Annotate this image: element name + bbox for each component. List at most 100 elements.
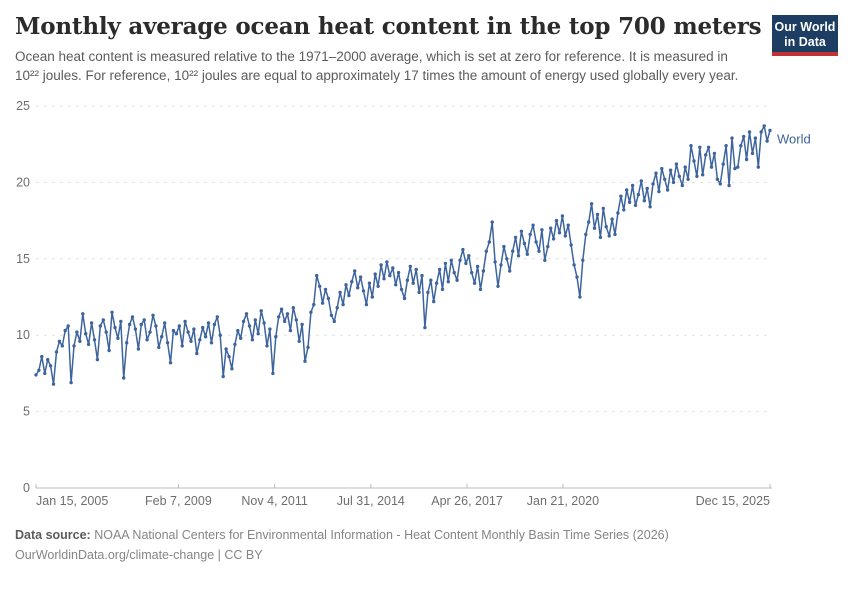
data-point-marker — [402, 296, 407, 301]
data-point-marker — [505, 256, 509, 261]
data-point-marker — [636, 192, 641, 197]
data-point-marker — [475, 264, 480, 268]
y-axis-tick-label: 25 — [16, 99, 30, 113]
data-point-marker — [730, 136, 734, 140]
data-point-marker — [151, 313, 155, 317]
data-point-marker — [534, 240, 538, 244]
data-point-marker — [575, 275, 579, 279]
world-series-line[interactable] — [35, 125, 771, 385]
data-point-marker — [531, 223, 535, 227]
data-point-marker — [689, 143, 693, 148]
line-chart-svg[interactable]: 0 5 10 15 20 25 Jan 15, 2005 Feb 7, 2009 Nov 4, … — [0, 93, 850, 523]
data-point-marker — [584, 232, 588, 236]
x-axis-tick-label: Dec 15, 2025 — [696, 494, 770, 508]
x-axis-tick-label: Jul 31, 2014 — [337, 494, 405, 508]
data-point-marker — [744, 157, 749, 162]
data-point-marker — [40, 354, 44, 359]
data-point-marker — [92, 337, 97, 342]
data-point-marker — [154, 324, 158, 328]
data-point-marker — [294, 318, 298, 322]
data-point-marker — [557, 230, 562, 235]
data-point-marker — [563, 234, 567, 238]
data-point-marker — [34, 373, 38, 377]
data-point-marker — [528, 232, 532, 236]
data-point-marker — [125, 340, 129, 345]
data-point-marker — [329, 313, 334, 317]
data-point-marker — [186, 330, 190, 334]
data-point-marker — [46, 357, 50, 362]
data-point-marker — [742, 134, 746, 139]
data-point-marker — [215, 315, 219, 319]
series-label-world[interactable]: World — [777, 131, 811, 146]
data-point-marker — [762, 124, 766, 128]
data-point-marker — [592, 226, 597, 230]
data-point-marker — [496, 284, 500, 288]
chart-header: Monthly average ocean heat content in th… — [0, 0, 850, 85]
data-point-marker — [619, 194, 623, 198]
data-point-marker — [274, 334, 278, 339]
owid-url-link[interactable]: OurWorldinData.org/climate-change — [15, 547, 215, 562]
data-point-marker — [525, 252, 529, 256]
data-point-marker — [546, 244, 550, 249]
data-point-marker — [388, 273, 392, 278]
data-point-marker — [356, 285, 360, 290]
data-point-marker — [765, 139, 769, 143]
data-point-marker — [279, 307, 284, 311]
data-point-marker — [86, 342, 91, 346]
data-point-marker — [423, 325, 427, 330]
data-point-marker — [78, 339, 82, 343]
data-point-marker — [461, 247, 465, 252]
data-point-marker — [464, 261, 468, 265]
data-point-marker — [98, 324, 103, 328]
datasource-label: Data source: — [15, 527, 91, 542]
data-point-marker — [69, 380, 73, 385]
data-point-marker — [224, 347, 228, 351]
data-point-marker — [373, 272, 377, 276]
data-point-marker — [622, 208, 626, 212]
data-point-marker — [627, 200, 632, 204]
data-point-marker — [405, 278, 410, 282]
data-point-marker — [458, 258, 462, 262]
data-point-marker — [426, 290, 430, 294]
data-point-marker — [81, 311, 85, 316]
data-point-marker — [60, 344, 64, 348]
x-axis-tick-label: Jan 15, 2005 — [36, 494, 108, 508]
data-point-marker — [759, 130, 763, 134]
data-point-marker — [736, 165, 740, 169]
data-point-marker — [382, 276, 386, 281]
data-point-marker — [446, 279, 450, 284]
data-point-marker — [589, 201, 594, 206]
owid-logo[interactable]: Our World in Data — [772, 15, 838, 56]
data-point-marker — [472, 281, 477, 285]
data-point-marker — [587, 220, 591, 224]
data-point-marker — [434, 281, 439, 285]
data-point-marker — [183, 319, 187, 323]
data-point-marker — [513, 235, 518, 239]
data-point-marker — [338, 290, 342, 294]
data-point-marker — [37, 368, 41, 372]
x-axis-tick-label: Apr 26, 2017 — [431, 494, 503, 508]
data-point-marker — [642, 198, 646, 203]
data-point-marker — [727, 183, 731, 188]
data-point-marker — [57, 339, 62, 343]
data-point-marker — [48, 363, 53, 368]
data-point-marker — [499, 263, 503, 267]
data-point-marker — [537, 249, 541, 253]
data-point-marker — [490, 220, 494, 224]
data-point-marker — [516, 253, 521, 258]
data-point-marker — [285, 311, 290, 316]
data-point-marker — [218, 333, 222, 337]
data-point-marker — [101, 318, 106, 322]
data-point-marker — [244, 311, 249, 316]
data-point-marker — [309, 310, 313, 314]
data-point-marker — [607, 234, 611, 238]
data-point-marker — [189, 339, 193, 343]
data-point-marker — [163, 321, 167, 325]
data-point-marker — [203, 334, 208, 339]
data-point-marker — [358, 275, 363, 279]
data-point-marker — [315, 273, 319, 278]
data-point-marker — [320, 301, 325, 305]
data-point-marker — [171, 328, 176, 333]
data-point-marker — [256, 331, 260, 336]
data-point-marker — [417, 290, 421, 294]
